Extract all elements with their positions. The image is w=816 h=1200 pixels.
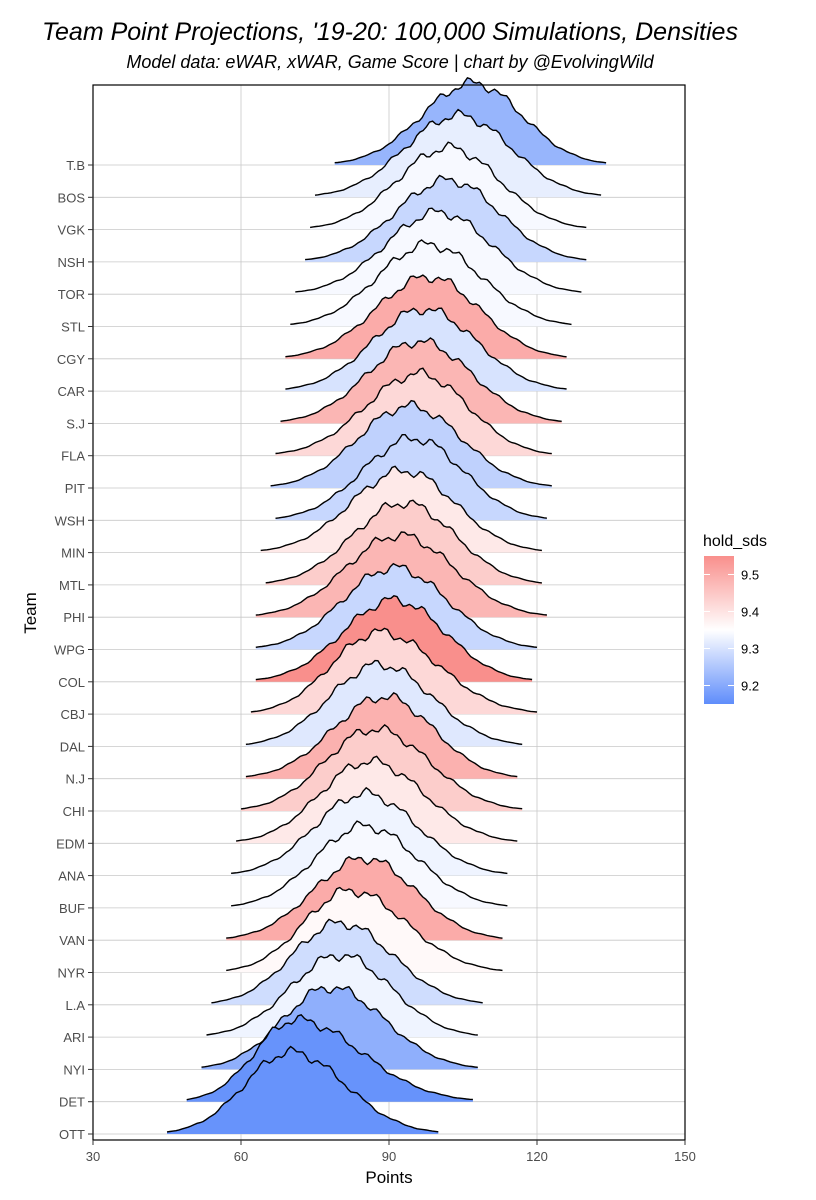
y-tick-label: N.J: [66, 772, 86, 787]
ridge-fla-outline: [275, 367, 552, 455]
x-tick-label: 150: [674, 1149, 696, 1164]
legend-colorbar: [704, 556, 734, 704]
x-tick-label: 120: [526, 1149, 548, 1164]
y-tick-label: CGY: [57, 352, 86, 367]
y-tick-label: ANA: [58, 869, 85, 884]
ridge-col-outline: [255, 595, 533, 681]
legend-tick-label: 9.3: [741, 642, 759, 657]
ridge-chi-outline: [240, 723, 523, 810]
chart-title: Team Point Projections, '19-20: 100,000 …: [42, 18, 738, 46]
y-tick-label: FLA: [61, 449, 85, 464]
ridge-edm-outline: [235, 755, 518, 842]
ridge-tb-outline: [334, 76, 607, 164]
y-tick-label: MIN: [61, 546, 85, 561]
ridge-ari-outline: [206, 953, 478, 1036]
y-tick-label: STL: [61, 320, 85, 335]
y-tick-label: CBJ: [60, 707, 85, 722]
ridge-wsh-outline: [275, 434, 547, 519]
ridge-dal-outline: [245, 659, 523, 745]
y-tick-label: CHI: [63, 804, 85, 819]
y-tick-label: BUF: [59, 901, 85, 916]
chart-subtitle: Model data: eWAR, xWAR, Game Score | cha…: [126, 52, 654, 72]
y-tick-label: COL: [58, 675, 85, 690]
ridge-cgy-outline: [285, 274, 567, 358]
y-tick-label: NYR: [58, 966, 85, 981]
legend-ticks: 9.5 9.4 9.3 9.2: [704, 568, 759, 694]
y-tick-label: DAL: [60, 739, 85, 754]
y-tick-label: S.J: [66, 416, 85, 431]
ridge-la-outline: [211, 918, 483, 1004]
y-tick-label: CAR: [58, 384, 85, 399]
x-tick-label: 60: [234, 1149, 248, 1164]
ridge-vgk-outline: [309, 141, 587, 229]
y-axis: T.B BOS VGK NSH TOR STL CGY CAR S.J FLA PIT WSH MIN M…: [54, 158, 93, 1142]
ridge-nsh-outline: [305, 174, 587, 261]
y-tick-label: ARI: [63, 1030, 85, 1045]
y-tick-label: PHI: [63, 610, 85, 625]
ridge-min-outline: [260, 465, 542, 552]
y-tick-label: OTT: [59, 1127, 85, 1142]
ridge-ott-outline: [166, 1045, 439, 1133]
legend-tick-label: 9.2: [741, 679, 759, 694]
ridge-nyr-outline: [226, 886, 503, 972]
y-tick-label: VGK: [58, 223, 86, 238]
y-tick-label: WPG: [54, 643, 85, 658]
x-tick-label: 30: [86, 1149, 100, 1164]
ridge-car-outline: [285, 307, 567, 390]
x-tick-label: 90: [382, 1149, 396, 1164]
ridge-bos-outline: [314, 108, 602, 196]
legend-title: hold_sds: [703, 533, 767, 550]
ridge-cbj-outline: [250, 627, 538, 713]
y-tick-label: BOS: [58, 190, 86, 205]
y-tick-label: NSH: [58, 255, 85, 270]
legend-tick-label: 9.4: [741, 605, 759, 620]
y-tick-label: TOR: [58, 287, 85, 302]
ridge-buf-outline: [231, 820, 508, 907]
ridge-tor-outline: [295, 207, 582, 293]
y-tick-label: NYI: [63, 1062, 85, 1077]
ridge-sj-outline: [280, 337, 562, 422]
ridge-phi-outline: [255, 531, 547, 616]
y-tick-label: MTL: [59, 578, 85, 593]
y-tick-label: VAN: [59, 933, 85, 948]
y-tick-label: L.A: [65, 998, 85, 1013]
x-axis: 30 60 90 120 150: [86, 1140, 696, 1164]
ridge-det-outline: [186, 1013, 473, 1101]
y-tick-label: T.B: [66, 158, 85, 173]
ridge-ott-area: [167, 1046, 439, 1134]
ridges: [166, 76, 607, 1134]
y-tick-label: WSH: [55, 513, 85, 528]
ridge-pit-outline: [270, 399, 552, 487]
ridge-van-outline: [226, 855, 503, 939]
ridge-mtl-outline: [265, 499, 542, 584]
y-tick-label: EDM: [56, 836, 85, 851]
ridge-nj-outline: [245, 692, 518, 778]
legend: hold_sds 9.5 9.4 9.3 9.2: [703, 533, 767, 704]
y-tick-label: PIT: [65, 481, 85, 496]
y-axis-label: Team: [21, 592, 40, 634]
legend-tick-label: 9.5: [741, 568, 759, 583]
ridge-stl-outline: [290, 239, 572, 326]
y-tick-label: DET: [59, 1095, 85, 1110]
ridge-ana-outline: [231, 786, 508, 875]
ridge-wpg-outline: [255, 562, 538, 648]
ridge-nyi-outline: [201, 985, 478, 1068]
x-axis-label: Points: [365, 1168, 412, 1187]
